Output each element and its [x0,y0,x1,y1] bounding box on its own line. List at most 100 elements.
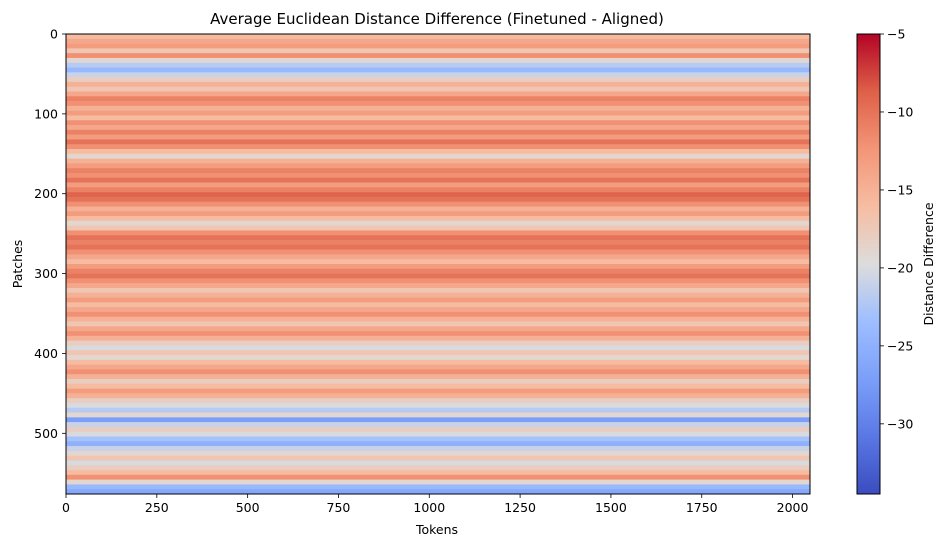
heatmap-row-band [66,105,810,111]
heatmap-row-band [66,158,810,164]
heatmap-row-band [66,225,810,231]
colorbar-label: Distance Difference [921,202,936,325]
heatmap-row-band [66,441,810,447]
y-tick-label: 300 [34,266,58,281]
y-tick-label: 100 [34,106,58,121]
heatmap-row-band [66,364,810,370]
heatmap-row-band [66,460,810,466]
heatmap-row-band [66,422,810,428]
heatmap-row-band [66,259,810,265]
heatmap-row-band [66,374,810,380]
heatmap-row-band [66,163,810,169]
heatmap-row-band [66,211,810,217]
heatmap-row-band [66,321,810,327]
colorbar-tick-label: −15 [887,182,913,197]
heatmap-row-band [66,287,810,294]
heatmap-row-band [66,249,810,255]
heatmap-row-band [66,81,810,88]
heatmap-row-band [66,335,810,341]
heatmap-row-band [66,110,810,116]
colorbar-tick-label: −10 [887,104,913,119]
chart-title: Average Euclidean Distance Difference (F… [210,10,664,28]
heatmap-row-band [66,446,810,452]
heatmap-row-band [66,474,810,480]
y-axis: 0 100 200 300 400 500 [34,27,66,441]
heatmap-row-band [66,240,810,246]
heatmap-row-band [66,268,810,274]
heatmap-row-band [66,393,810,399]
heatmap-row-band [66,134,810,140]
heatmap-row-band [66,168,810,174]
heatmap-row-band [66,235,810,241]
heatmap-row-band [66,43,810,49]
heatmap-row-band [66,359,810,365]
heatmap-row-band [66,139,810,145]
y-axis-label: Patches [10,240,25,289]
heatmap-row-band [66,182,810,188]
heatmap-row-band [66,302,810,308]
heatmap-row-band [66,34,810,40]
heatmap-row-band [66,153,810,159]
colorbar-tick-label: −20 [887,260,913,275]
x-tick-label: 1250 [504,500,536,515]
y-tick-label: 200 [34,186,58,201]
heatmap-row-band [66,436,810,442]
colorbar-tick-label: −30 [887,416,913,431]
heatmap-row-band [66,149,810,155]
heatmap-row-band [66,67,810,73]
heatmap-row-band [66,340,810,346]
x-tick-label: 750 [327,500,351,515]
x-tick-label: 0 [62,500,70,515]
heatmap-row-band [66,278,810,284]
heatmap-row-band [66,91,810,97]
x-axis-label: Tokens [415,522,458,537]
heatmap-row-band [66,398,810,404]
heatmap-row-band [66,220,810,226]
heatmap-row-band [66,292,810,298]
heatmap-row-band [66,331,810,337]
heatmap-row-band [66,62,810,68]
heatmap-row-band [66,192,810,198]
heatmap-row-band [66,465,810,471]
heatmap-row-band [66,455,810,461]
x-axis: 0 250 500 750 1000 1250 1500 1750 2000 [62,494,809,515]
heatmap-row-band [66,431,810,437]
heatmap-row-band [66,125,810,131]
heatmap-row-band [66,77,810,83]
heatmap-row-band [66,402,810,409]
x-tick-label: 1000 [413,500,445,515]
heatmap-row-band [66,369,810,375]
x-tick-label: 1500 [595,500,627,515]
heatmap-row-band [66,470,810,476]
y-tick-label: 400 [34,346,58,361]
heatmap-row-band [66,96,810,102]
colorbar [856,33,881,495]
heatmap-row-band [66,283,810,289]
heatmap-row-band [66,216,810,222]
heatmap-row-band [66,196,810,203]
heatmap-row-band [66,383,810,389]
y-tick-label: 500 [34,426,58,441]
heatmap-row-band [66,345,810,351]
heatmap-row-band [66,53,810,59]
heatmap-row-band [66,407,810,413]
heatmap-row-band [66,230,810,236]
heatmap-row-band [66,48,810,54]
heatmap-row-band [66,38,810,44]
heatmap-row-band [66,264,810,270]
heatmap-row-band [66,412,810,418]
heatmap-row-band [66,379,810,385]
heatmap-row-band [66,417,810,423]
plot-frame [65,33,811,495]
heatmap-row-band [66,72,810,78]
heatmap-row-band [66,484,810,490]
heatmap-row-band [66,426,810,433]
y-tick-label: 0 [50,27,58,42]
heatmap-row-band [66,57,810,64]
heatmap-cells [66,34,810,495]
heatmap-row-band [66,101,810,107]
x-tick-label: 2000 [777,500,809,515]
heatmap-row-band [66,307,810,313]
heatmap-row-band [66,479,810,485]
x-tick-label: 1750 [686,500,718,515]
